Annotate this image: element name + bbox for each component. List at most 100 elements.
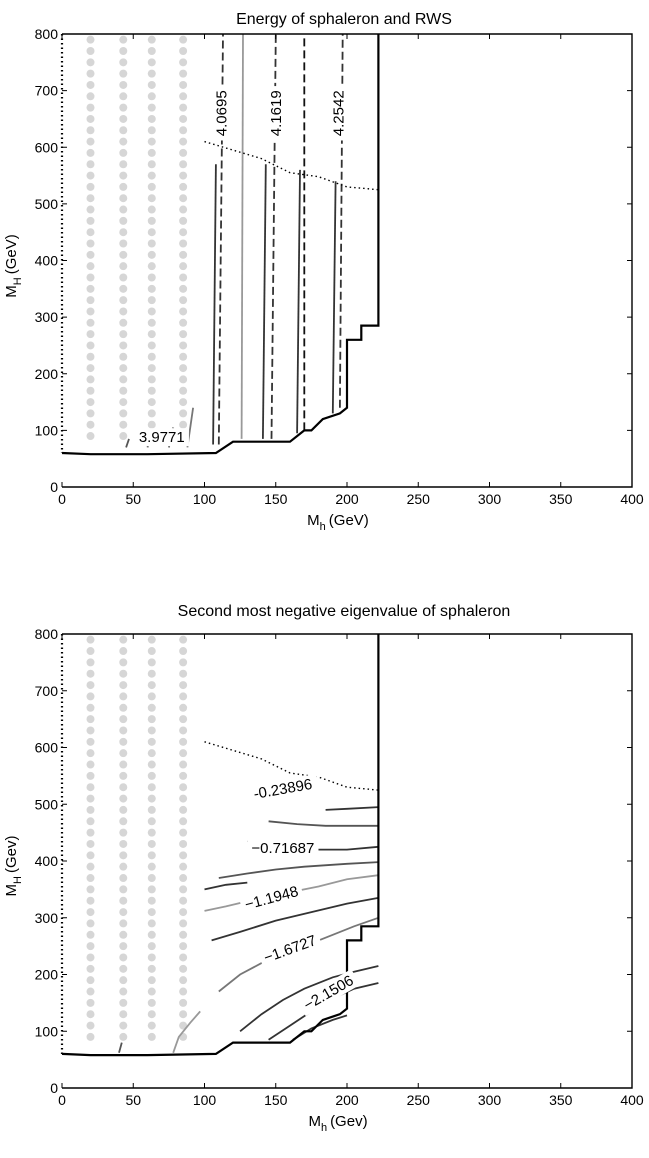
grey-dot [119,1010,128,1019]
grey-dot [147,817,156,826]
contour-line [204,881,248,891]
grey-dot [179,1021,188,1030]
grey-dot [147,919,156,928]
y-tick-label: 200 [35,967,59,983]
top-chart-panel: Energy of sphaleron and RWS 0 50 100 150 200… [0,0,649,560]
grey-dot [86,46,95,55]
grey-dot [179,681,188,690]
x-tick-label: 100 [193,1092,217,1108]
x-tick-label: 400 [620,1092,644,1108]
grey-dot [147,681,156,690]
grey-dot [179,964,188,973]
y-axis-label: MH(GeV) [3,234,24,297]
grey-dot [86,182,95,191]
grey-dot [119,318,128,327]
grey-dot [179,817,188,826]
grey-dot [119,137,128,146]
grey-dot [179,273,188,282]
grey-dot [147,216,156,225]
grey-dot [147,828,156,837]
contour-label: 4.2542 [330,90,347,136]
grey-dot [119,330,128,339]
grey-dot [86,839,95,848]
grey-dot [147,862,156,871]
grey-dot [179,262,188,271]
grey-dot [147,987,156,996]
grey-dot [86,364,95,373]
grey-dot [147,839,156,848]
grey-dot [119,364,128,373]
grey-dot [147,330,156,339]
grey-dot [119,976,128,985]
contour-label-group: 4.2542 [329,86,348,141]
contour-line [296,169,301,434]
grey-dot [119,896,128,905]
grey-dot [179,851,188,860]
grey-dot [119,669,128,678]
grey-dot [86,715,95,724]
contour-label: -0.23896 [252,776,313,803]
grey-dot [86,80,95,89]
grey-dot [179,182,188,191]
x-tick-label: 350 [549,1092,573,1108]
grey-dot [179,69,188,78]
y-tick-label: 300 [35,309,59,325]
grey-dot [119,942,128,951]
grey-dot [179,92,188,101]
grey-dot [119,262,128,271]
grey-dot [119,386,128,395]
grey-dot [179,58,188,67]
contour-label-bg [266,86,285,141]
grey-dot [147,194,156,203]
grey-dot [119,692,128,701]
x-tick-label: 300 [478,1092,502,1108]
grey-dot [179,635,188,644]
grey-dot [119,874,128,883]
grey-dot [147,783,156,792]
grey-dot [119,352,128,361]
grey-dot [147,737,156,746]
grey-dot [179,114,188,123]
grey-dot [179,205,188,214]
grey-dot [147,46,156,55]
contour-label: −1.1948 [243,883,300,914]
y-tick-label: 500 [35,796,59,812]
grey-dot [179,239,188,248]
grey-dot [179,976,188,985]
grey-dot [119,930,128,939]
grey-dot [179,386,188,395]
grey-dot [86,171,95,180]
grey-dot [86,817,95,826]
grey-dot [119,828,128,837]
grey-dot [119,851,128,860]
grey-dot [86,148,95,157]
grey-dot [86,352,95,361]
grey-dot [147,171,156,180]
grey-dot [179,896,188,905]
grey-dot [119,194,128,203]
grey-dot [119,228,128,237]
grey-dot [86,318,95,327]
x-tick-label: 250 [407,1092,431,1108]
grey-dot [119,250,128,259]
grey-dot [147,896,156,905]
grey-dot [179,216,188,225]
grey-dot [147,239,156,248]
grey-dot [119,171,128,180]
grey-dot [86,160,95,169]
grey-dot [179,987,188,996]
grey-dot [147,1010,156,1019]
grey-dot [119,715,128,724]
grey-dot [179,250,188,259]
grey-dot [147,205,156,214]
grey-dot [119,239,128,248]
grey-dot [119,805,128,814]
y-tick-label: 300 [35,910,59,926]
grey-dot [86,1021,95,1030]
grey-dot [179,318,188,327]
grey-dot [86,987,95,996]
grey-dot [86,953,95,962]
grey-dot [147,341,156,350]
x-tick-label: 350 [549,491,573,507]
grey-dot [119,420,128,429]
